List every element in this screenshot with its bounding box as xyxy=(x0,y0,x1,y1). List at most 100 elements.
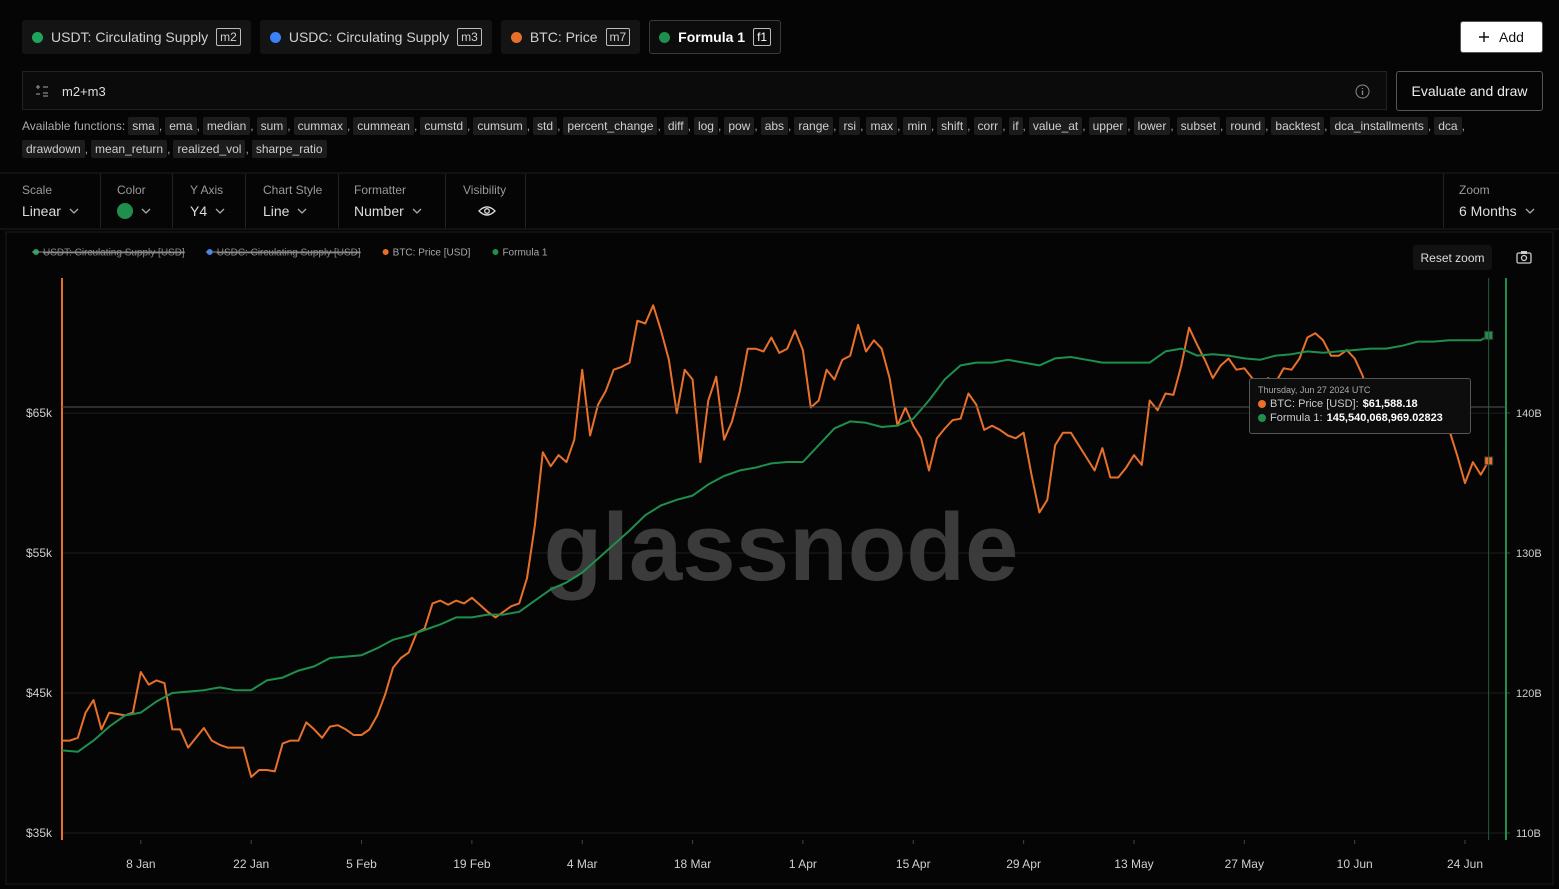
function-chip[interactable]: min xyxy=(903,117,931,135)
separator: , xyxy=(1461,119,1465,133)
function-chip[interactable]: round xyxy=(1226,117,1266,135)
function-chip[interactable]: mean_return xyxy=(91,140,168,158)
reset-zoom-button[interactable]: Reset zoom xyxy=(1413,245,1492,270)
legend-label: USDT: Circulating Supply [USD] xyxy=(43,248,185,259)
series-dot xyxy=(659,31,671,43)
setting[interactable]: Y Axis Y4 xyxy=(190,183,225,219)
setting-label: Scale xyxy=(22,183,53,197)
x-tick-label: 8 Jan xyxy=(126,857,155,871)
separator: , xyxy=(717,119,722,133)
function-chip[interactable]: sharpe_ratio xyxy=(251,140,327,158)
series-line xyxy=(61,334,1490,753)
legend-dot xyxy=(382,249,389,255)
functions-list: Available functions: sma, ema, median, sum,… xyxy=(22,117,1522,158)
tooltip-date: Thursday, Jun 27 2024 UTC xyxy=(1258,385,1371,395)
function-chip[interactable]: if xyxy=(1008,117,1023,135)
separator: , xyxy=(1170,119,1174,133)
series-tab[interactable]: BTC: Price m7 xyxy=(500,20,641,54)
separator: , xyxy=(833,119,837,133)
setting[interactable]: Formatter Number xyxy=(354,183,422,219)
function-chip[interactable]: median xyxy=(202,117,251,135)
setting[interactable]: Color xyxy=(117,183,151,219)
function-chip[interactable]: percent_change xyxy=(563,117,658,135)
function-chip[interactable]: dca xyxy=(1434,117,1462,135)
evaluate-button[interactable]: Evaluate and draw xyxy=(1396,71,1543,111)
series-tab[interactable]: USDC: Circulating Supply m3 xyxy=(259,20,492,54)
function-chip[interactable]: pow xyxy=(724,117,755,135)
series-tag: m3 xyxy=(457,28,482,46)
function-chip[interactable]: cummean xyxy=(353,117,414,135)
series-dot xyxy=(510,31,522,43)
function-chip[interactable]: drawdown xyxy=(22,140,85,158)
separator: , xyxy=(1324,119,1328,133)
series-tab[interactable]: Formula 1 f1 xyxy=(649,20,782,54)
series-name: USDT: Circulating Supply xyxy=(51,29,209,45)
y2-tick-label: 120B xyxy=(1516,688,1542,700)
function-chip[interactable]: upper xyxy=(1088,117,1128,135)
function-chip[interactable]: cumsum xyxy=(473,117,527,135)
setting-text: Linear xyxy=(22,203,61,219)
setting-text: Y4 xyxy=(190,203,208,219)
function-chip[interactable]: rsi xyxy=(839,117,861,135)
function-chip[interactable]: dca_installments xyxy=(1330,117,1428,135)
formula-icon xyxy=(36,85,48,97)
function-chip[interactable]: range xyxy=(794,117,834,135)
chevron-path xyxy=(69,208,79,214)
function-chip[interactable]: log xyxy=(693,117,718,135)
function-chip[interactable]: sum xyxy=(256,117,288,135)
function-chip[interactable]: backtest xyxy=(1271,117,1325,135)
function-chip[interactable]: sma xyxy=(128,117,159,135)
function-chip[interactable]: value_at xyxy=(1028,117,1083,135)
x-tick-label: 4 Mar xyxy=(567,857,598,871)
y2-tick-label: 140B xyxy=(1516,408,1542,420)
formula-input[interactable]: m2+m3 xyxy=(22,71,1387,110)
chevron xyxy=(1525,208,1535,214)
tooltip-row: BTC: Price [USD]: $61,588.18 xyxy=(1258,397,1462,411)
function-chip[interactable]: abs xyxy=(760,117,789,135)
function-chip[interactable]: corr xyxy=(973,117,1003,135)
separator xyxy=(338,174,339,228)
series-line xyxy=(62,304,1490,778)
function-chip[interactable]: lower xyxy=(1133,117,1171,135)
setting[interactable]: Visibility xyxy=(463,183,506,219)
chevron xyxy=(298,208,307,214)
function-chip[interactable]: subset xyxy=(1176,117,1221,135)
y-tick-label: $45k xyxy=(26,686,53,700)
x-tick-label: 1 Apr xyxy=(789,857,817,871)
zoom-setting[interactable]: Zoom 6 Months xyxy=(1459,183,1535,219)
separator: , xyxy=(930,119,935,133)
function-chip[interactable]: cummax xyxy=(293,117,347,135)
separator: , xyxy=(346,119,351,133)
y2-tick-label: 130B xyxy=(1516,548,1542,560)
setting-text: Number xyxy=(354,203,404,219)
function-chip[interactable]: shift xyxy=(937,117,968,135)
setting-label: Color xyxy=(117,183,146,197)
function-chip[interactable]: std xyxy=(533,117,558,135)
chevron-path xyxy=(141,208,151,214)
setting[interactable]: Scale Linear xyxy=(22,183,79,219)
x-tick-label: 13 May xyxy=(1114,857,1153,871)
function-chip[interactable]: max xyxy=(866,117,898,135)
x-tick-label: 5 Feb xyxy=(346,857,377,871)
series-tab[interactable]: USDT: Circulating Supply m2 xyxy=(22,20,251,54)
tooltip-row: Formula 1: 145,540,068,969.02823 xyxy=(1258,411,1462,425)
y-tick-label: $55k xyxy=(26,546,53,560)
separator: , xyxy=(1265,119,1269,133)
separator: , xyxy=(1082,119,1086,133)
function-chip[interactable]: diff xyxy=(663,117,688,135)
camera-icon[interactable] xyxy=(1516,250,1532,264)
setting[interactable]: Chart Style Line xyxy=(263,183,322,219)
series-name: BTC: Price xyxy=(529,29,598,45)
y2-tick-label: 110B xyxy=(1516,828,1541,840)
setting-label: Visibility xyxy=(463,183,507,197)
function-chip[interactable]: ema xyxy=(165,117,197,135)
add-button[interactable]: Add xyxy=(1460,21,1543,53)
reset-zoom-label: Reset zoom xyxy=(1420,250,1485,265)
separator: , xyxy=(557,119,561,133)
chevron xyxy=(141,208,151,214)
function-chip[interactable]: cumstd xyxy=(420,117,468,135)
separator xyxy=(100,174,101,228)
functions-label: Available functions: xyxy=(22,119,126,133)
function-chip[interactable]: realized_vol xyxy=(173,140,246,158)
